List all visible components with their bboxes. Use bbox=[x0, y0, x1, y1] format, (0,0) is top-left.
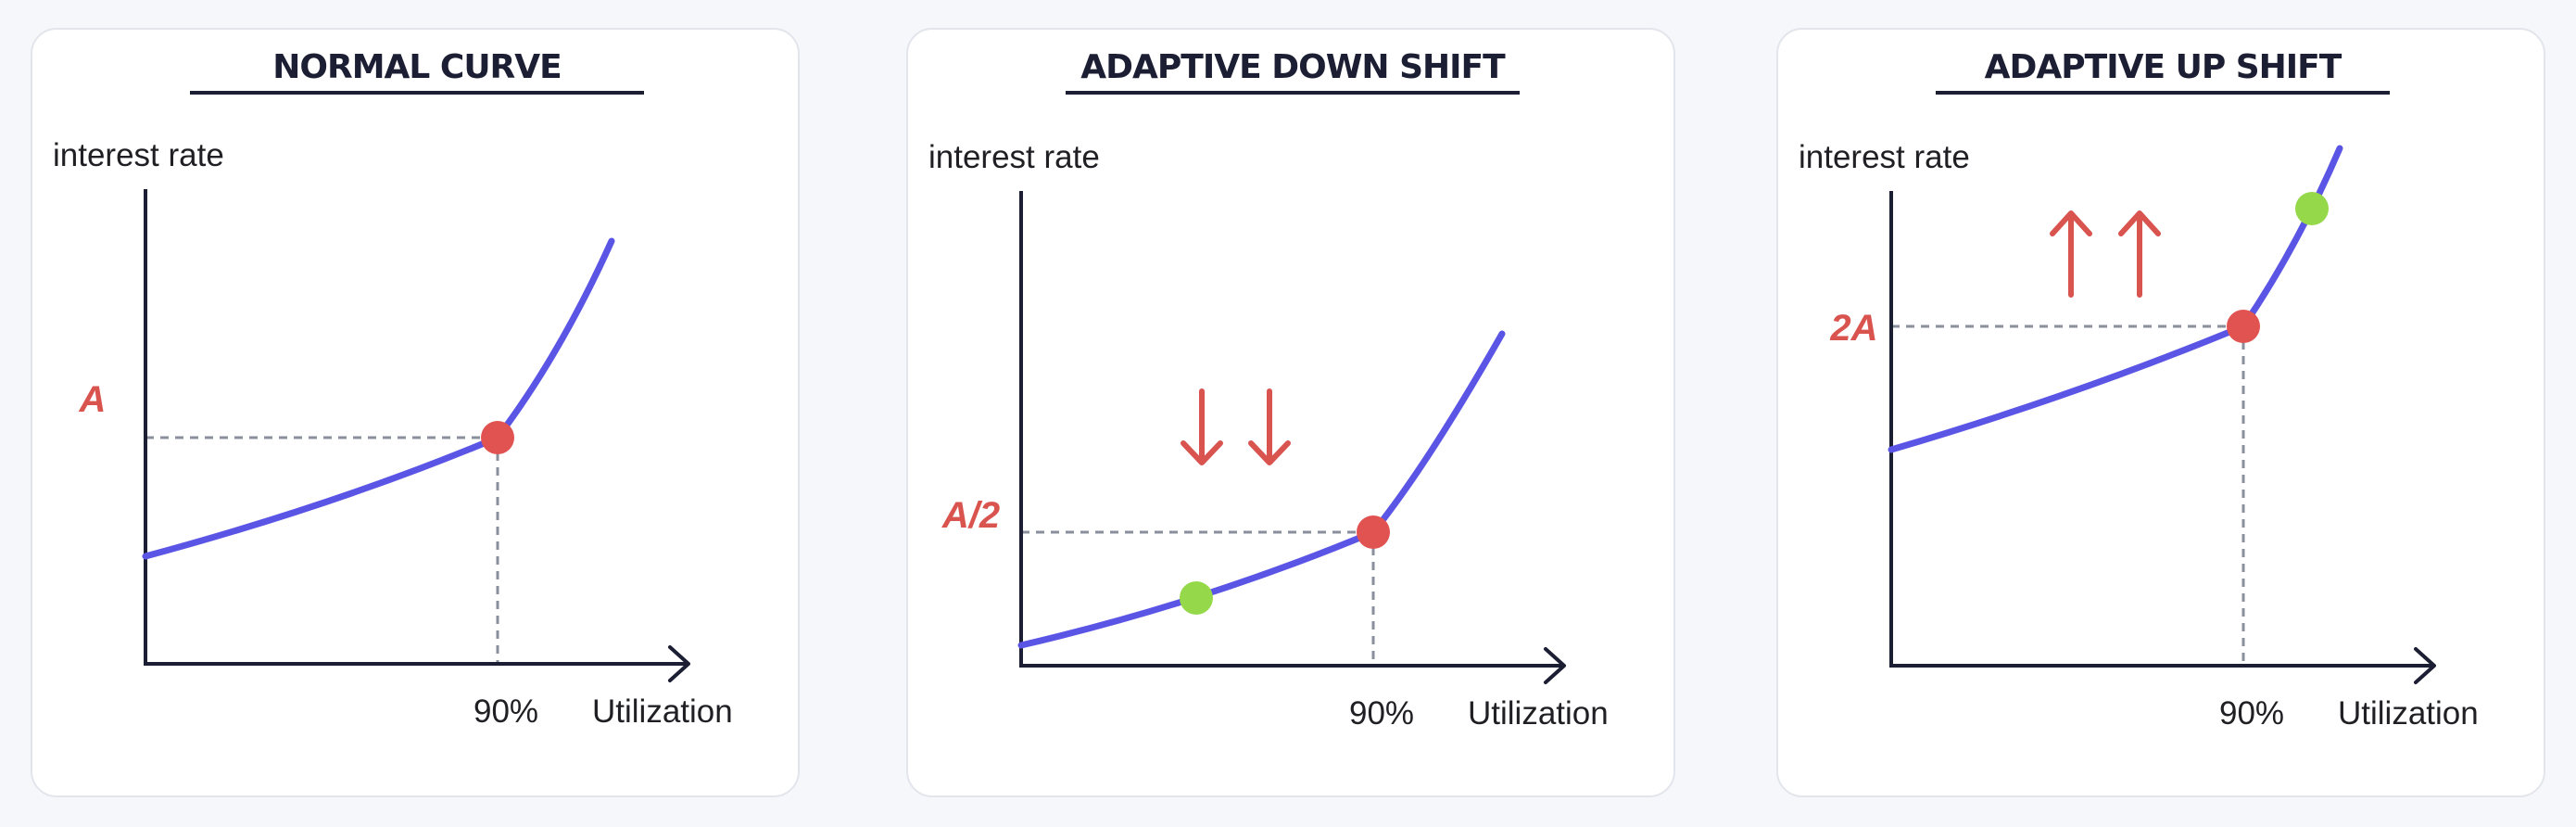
rate-label: A/2 bbox=[941, 495, 1000, 536]
down-arrow-icon bbox=[1248, 388, 1291, 465]
panel-adaptive-down-shift: ADAPTIVE DOWN SHIFT interest rate Utiliz… bbox=[906, 28, 1675, 797]
kink-point bbox=[481, 421, 514, 454]
y-axis-label: interest rate bbox=[53, 137, 224, 173]
kink-point bbox=[2227, 310, 2260, 343]
x-axis-label: Utilization bbox=[1468, 695, 1609, 732]
kink-utilization-label: 90% bbox=[2219, 695, 2284, 732]
rate-label: 2A bbox=[1829, 308, 1877, 349]
x-axis-arrowhead bbox=[668, 645, 690, 682]
x-axis-label: Utilization bbox=[592, 693, 733, 730]
panel-title: NORMAL CURVE bbox=[272, 48, 561, 86]
rate-label: A bbox=[79, 379, 107, 420]
normal-curve-diagram: NORMAL CURVE interest rate Utilization 9… bbox=[53, 48, 733, 730]
x-axis-label: Utilization bbox=[2338, 695, 2479, 732]
panel-normal-curve: NORMAL CURVE interest rate Utilization 9… bbox=[31, 28, 800, 797]
kink-point bbox=[1357, 515, 1390, 549]
up-shift-arrows bbox=[2050, 210, 2161, 298]
down-arrow-icon bbox=[1181, 388, 1223, 465]
interest-rate-curve bbox=[142, 237, 615, 560]
x-axis-arrowhead bbox=[1544, 647, 1566, 684]
down-shift-arrows bbox=[1181, 388, 1291, 465]
interest-rate-curve bbox=[1888, 145, 2343, 453]
panel-title: ADAPTIVE UP SHIFT bbox=[1985, 48, 2342, 86]
adaptive-down-shift-diagram: ADAPTIVE DOWN SHIFT interest rate Utiliz… bbox=[928, 48, 1609, 732]
x-axis-arrowhead bbox=[2414, 647, 2436, 684]
interest-rate-curve bbox=[1017, 330, 1506, 649]
y-axis-label: interest rate bbox=[928, 139, 1100, 175]
kink-utilization-label: 90% bbox=[1349, 695, 1414, 732]
y-axis-label: interest rate bbox=[1799, 139, 1970, 175]
panel-title: ADAPTIVE DOWN SHIFT bbox=[1080, 48, 1506, 86]
up-arrow-icon bbox=[2118, 210, 2161, 298]
current-rate-point bbox=[1180, 581, 1213, 615]
up-arrow-icon bbox=[2050, 210, 2092, 298]
panel-adaptive-up-shift: ADAPTIVE UP SHIFT interest rate Utilizat… bbox=[1776, 28, 2545, 797]
current-rate-point bbox=[2295, 192, 2329, 225]
kink-utilization-label: 90% bbox=[474, 693, 538, 730]
adaptive-up-shift-diagram: ADAPTIVE UP SHIFT interest rate Utilizat… bbox=[1799, 48, 2479, 732]
